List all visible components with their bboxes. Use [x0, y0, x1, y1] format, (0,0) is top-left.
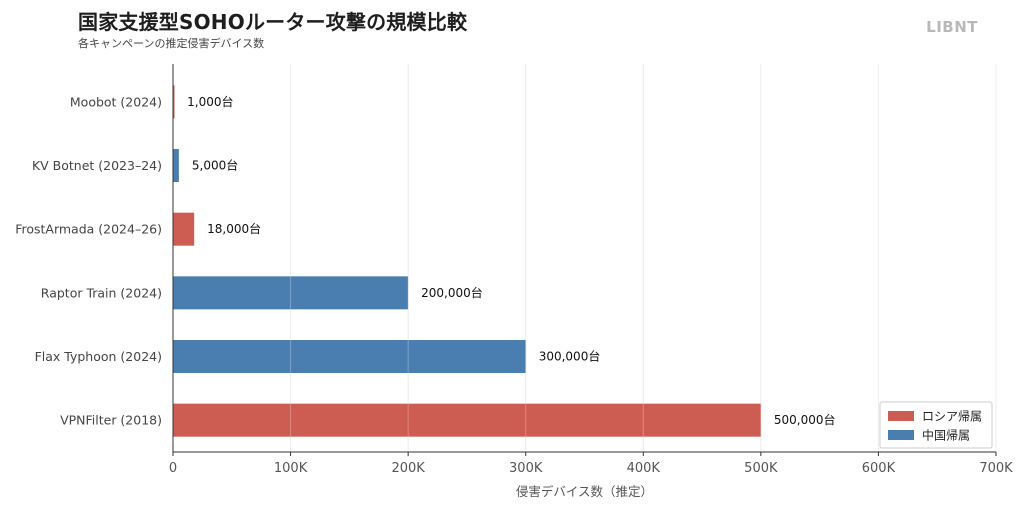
- legend-swatch-russia: [888, 411, 914, 421]
- chart-subtitle: 各キャンペーンの推定侵害デバイス数: [78, 37, 265, 50]
- bar-value-label: 200,000台: [421, 285, 483, 300]
- x-tick-label: 200K: [391, 461, 425, 476]
- bar-china: [173, 149, 179, 182]
- bar-value-label: 500,000台: [774, 412, 836, 427]
- bar-value-label: 18,000台: [207, 221, 261, 236]
- x-tick-label: 500K: [744, 461, 778, 476]
- bar-value-label: 300,000台: [539, 349, 601, 364]
- bar-russia: [173, 403, 761, 437]
- category-label: Moobot (2024): [70, 94, 162, 109]
- x-tick-label: 100K: [274, 461, 308, 476]
- legend-label-china: 中国帰属: [922, 428, 970, 443]
- bar-value-label: 5,000台: [192, 158, 238, 173]
- category-label: Flax Typhoon (2024): [35, 349, 162, 364]
- x-tick-label: 400K: [627, 461, 661, 476]
- category-label: KV Botnet (2023–24): [32, 158, 162, 173]
- category-label: Raptor Train (2024): [41, 285, 162, 300]
- x-tick-label: 300K: [509, 461, 543, 476]
- bar-china: [173, 340, 526, 373]
- chart-title: 国家支援型SOHOルーター攻撃の規模比較: [78, 10, 468, 34]
- category-label: VPNFilter (2018): [60, 413, 162, 428]
- legend-label-russia: ロシア帰属: [922, 410, 982, 424]
- bar-russia: [173, 212, 195, 246]
- bar-russia: [173, 85, 175, 119]
- brand-logo-text: LIBNT: [926, 18, 978, 36]
- x-tick-label: 700K: [979, 461, 1013, 476]
- legend-swatch-china: [888, 430, 914, 440]
- bar-china: [173, 276, 409, 310]
- bar-value-label: 1,000台: [187, 94, 233, 109]
- x-tick-label: 0: [169, 461, 177, 476]
- x-axis-title: 侵害デバイス数（推定）: [516, 484, 653, 499]
- x-tick-label: 600K: [862, 461, 896, 476]
- category-label: FrostArmada (2024–26): [15, 222, 162, 237]
